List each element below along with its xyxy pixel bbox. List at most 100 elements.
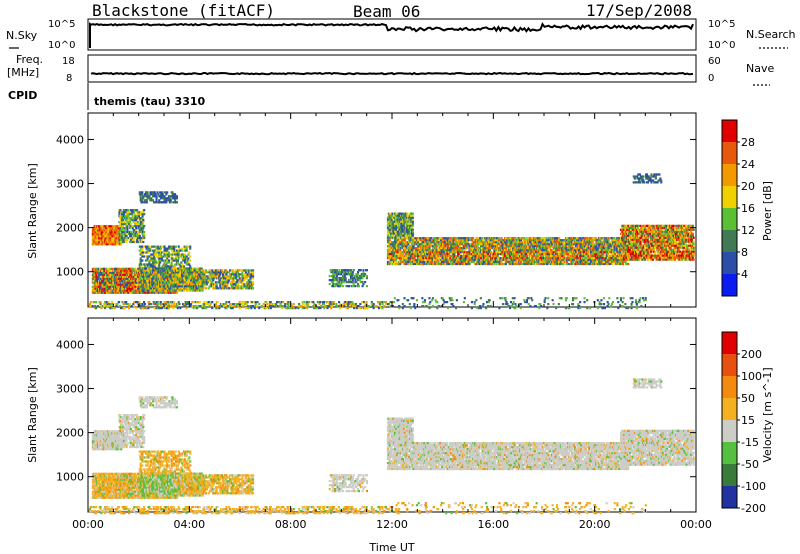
range-cell — [443, 249, 446, 252]
range-cell — [202, 307, 205, 310]
range-cell — [459, 251, 462, 254]
noise-left-bottom: 10^0 — [48, 40, 75, 51]
range-cell — [364, 307, 367, 310]
range-cell — [319, 307, 322, 310]
range-cell — [167, 247, 170, 250]
range-cell — [393, 245, 396, 248]
range-cell — [207, 301, 210, 304]
range-cell — [387, 303, 390, 306]
range-cell — [183, 257, 186, 260]
range-cell — [147, 289, 150, 292]
range-cell — [119, 305, 122, 308]
range-cell — [393, 258, 396, 262]
range-cell — [256, 301, 259, 304]
range-cell — [452, 260, 455, 264]
range-cell — [350, 275, 353, 278]
range-cell — [158, 289, 161, 292]
range-cell — [166, 249, 169, 252]
range-cell — [357, 305, 360, 308]
range-cell — [160, 307, 163, 310]
range-cell — [359, 281, 362, 284]
range-cell — [145, 279, 148, 282]
range-cell — [101, 281, 104, 284]
range-cell — [226, 283, 229, 286]
range-cell — [205, 287, 208, 290]
date-title: 17/Sep/2008 — [586, 1, 692, 20]
range-cell — [365, 277, 368, 280]
range-cell — [319, 301, 322, 304]
range-cell — [141, 229, 144, 232]
range-cell — [213, 275, 216, 278]
beam-title: Beam 06 — [353, 2, 420, 21]
range-cell — [306, 307, 309, 310]
range-cell — [128, 303, 131, 306]
range-cell — [154, 267, 157, 270]
range-cell — [189, 259, 192, 262]
range-cell — [132, 303, 135, 306]
range-cell — [140, 219, 143, 222]
range-cell — [189, 287, 192, 290]
range-cell — [130, 213, 133, 216]
range-cell — [217, 271, 220, 274]
range-cell — [395, 247, 398, 250]
range-cell — [93, 301, 96, 304]
range-cell — [103, 271, 106, 274]
range-cell — [472, 237, 475, 240]
range-cell — [191, 301, 194, 304]
range-cell — [260, 305, 263, 308]
range-cell — [330, 271, 333, 274]
range-cell — [178, 247, 181, 250]
range-cell — [183, 255, 186, 258]
range-cell — [163, 195, 166, 198]
range-cell — [339, 285, 342, 288]
range-cell — [97, 269, 100, 272]
range-cell — [176, 263, 179, 266]
range-cell — [467, 260, 470, 264]
range-cell — [377, 307, 380, 310]
range-cell — [169, 201, 172, 204]
range-cell — [216, 301, 219, 304]
range-cell — [155, 247, 158, 250]
range-cell — [157, 271, 160, 274]
range-cell — [105, 277, 108, 280]
range-cell — [142, 197, 145, 200]
range-cell — [356, 275, 359, 278]
range-cell — [294, 307, 297, 310]
range-cell — [135, 221, 138, 224]
range-cell — [208, 305, 211, 308]
range-cell — [252, 271, 255, 274]
range-cell — [195, 285, 198, 288]
range-cell — [357, 285, 360, 288]
range-cell — [416, 260, 419, 264]
range-cell — [192, 307, 195, 310]
range-cell — [159, 271, 162, 274]
range-cell — [135, 229, 138, 232]
range-cell — [147, 307, 150, 310]
range-cell — [301, 303, 304, 306]
range-cell — [201, 281, 204, 284]
range-cell — [199, 281, 202, 284]
range-cell — [412, 243, 415, 246]
range-cell — [99, 227, 102, 230]
range-cell — [159, 249, 162, 252]
range-cell — [177, 245, 180, 248]
range-cell — [167, 265, 170, 268]
range-cell — [165, 201, 168, 204]
range-cell — [149, 247, 152, 250]
range-cell — [150, 193, 153, 196]
range-cell — [268, 303, 271, 306]
range-cell — [141, 259, 144, 262]
range-cell — [109, 241, 112, 244]
range-cell — [138, 271, 141, 274]
range-cell — [155, 279, 158, 282]
range-cell — [340, 279, 343, 282]
range-cell — [387, 251, 390, 254]
range-cell — [209, 279, 212, 282]
range-cell — [125, 277, 128, 280]
range-cell — [312, 301, 315, 304]
range-cell — [330, 305, 333, 308]
range-cell — [183, 279, 186, 282]
range-cell — [100, 307, 103, 310]
range-cell — [187, 289, 190, 292]
range-cell — [97, 231, 100, 234]
